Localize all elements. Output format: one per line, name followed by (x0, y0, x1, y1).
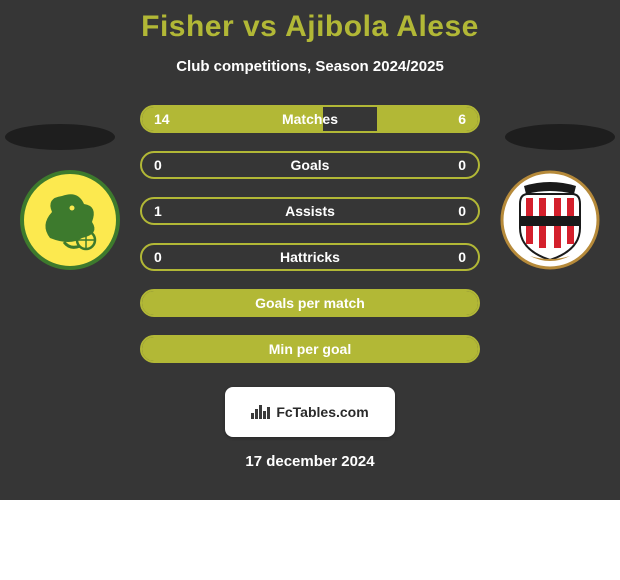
stats-list: 14 Matches 6 0 Goals 0 1 Assists 0 (140, 105, 480, 381)
stat-row-goals: 0 Goals 0 (140, 151, 480, 179)
stat-value-right: 0 (458, 157, 466, 173)
date-label: 17 december 2024 (0, 453, 620, 470)
stat-label: Assists (285, 203, 335, 219)
stat-row-assists: 1 Assists 0 (140, 197, 480, 225)
stat-label: Min per goal (269, 341, 351, 357)
page-title: Fisher vs Ajibola Alese (0, 10, 620, 44)
stat-value-right: 0 (458, 249, 466, 265)
stat-value-left: 0 (154, 157, 162, 173)
stat-label: Hattricks (280, 249, 340, 265)
stat-row-mpg: Min per goal (140, 335, 480, 363)
stats-container: 14 Matches 6 0 Goals 0 1 Assists 0 (0, 105, 620, 381)
brand-text: FcTables.com (276, 404, 368, 420)
stat-row-hattricks: 0 Hattricks 0 (140, 243, 480, 271)
stat-value-right: 0 (458, 203, 466, 219)
stat-value-left: 0 (154, 249, 162, 265)
stat-label: Matches (282, 111, 338, 127)
stat-value-left: 14 (154, 111, 170, 127)
brand-badge[interactable]: FcTables.com (225, 387, 395, 437)
brand-logo-icon (251, 405, 270, 419)
stat-value-left: 1 (154, 203, 162, 219)
stat-label: Goals (291, 157, 330, 173)
stat-row-matches: 14 Matches 6 (140, 105, 480, 133)
comparison-card: Fisher vs Ajibola Alese Club competition… (0, 0, 620, 500)
stat-value-right: 6 (458, 111, 466, 127)
subtitle: Club competitions, Season 2024/2025 (0, 58, 620, 75)
stat-row-gpm: Goals per match (140, 289, 480, 317)
stat-label: Goals per match (255, 295, 365, 311)
